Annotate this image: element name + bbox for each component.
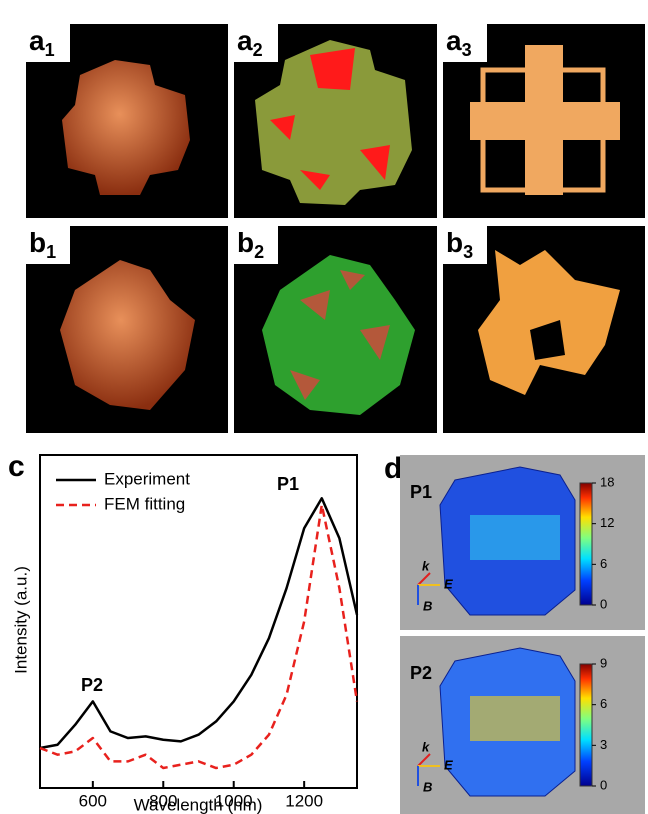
- x-tick-label: 1000: [215, 791, 253, 810]
- label-letter: b: [237, 227, 254, 258]
- panel-label: d: [384, 452, 402, 485]
- legend-label: FEM fitting: [104, 494, 185, 513]
- field-hot: [470, 696, 560, 741]
- panel-label: c: [8, 450, 25, 483]
- field-hot: [470, 515, 560, 560]
- label-letter: a: [29, 25, 45, 56]
- label-letter: a: [237, 25, 253, 56]
- axis-label: k: [422, 558, 430, 573]
- label-letter: b: [446, 227, 463, 258]
- label-sub: 3: [463, 242, 473, 262]
- colorbar-tick-label: 9: [600, 655, 607, 670]
- label-letter: a: [446, 25, 462, 56]
- axis-label: B: [423, 779, 432, 794]
- label-sub: 2: [253, 40, 263, 60]
- colorbar-tick-label: 0: [600, 596, 607, 611]
- label-sub: 2: [254, 242, 264, 262]
- colorbar-tick-label: 18: [600, 474, 614, 489]
- render-panels: [26, 24, 645, 433]
- colorbar: [580, 483, 592, 605]
- colorbar-tick-label: 3: [600, 737, 607, 752]
- colorbar-tick-label: 6: [600, 696, 607, 711]
- x-tick-label: 1200: [285, 791, 323, 810]
- data-line: [40, 505, 357, 768]
- figure: c Wavelength (nm) Intensity (a.u.) d P1k…: [0, 0, 648, 814]
- field-label: P2: [410, 663, 432, 683]
- colorbar-tick-label: 12: [600, 515, 614, 530]
- x-tick-label: 600: [79, 791, 107, 810]
- label-sub: 1: [46, 242, 56, 262]
- annotation: P1: [277, 474, 299, 494]
- label-sub: 1: [45, 40, 55, 60]
- axis-label: B: [423, 598, 432, 613]
- colorbar-tick-label: 0: [600, 777, 607, 792]
- colorbar: [580, 664, 592, 786]
- data-line: [40, 498, 357, 748]
- axis-label: E: [444, 757, 453, 772]
- axis-label: k: [422, 739, 430, 754]
- x-tick-label: 800: [149, 791, 177, 810]
- y-axis-label: Intensity (a.u.): [11, 566, 30, 674]
- colorbar-tick-label: 6: [600, 556, 607, 571]
- legend-label: Experiment: [104, 469, 190, 488]
- field-label: P1: [410, 482, 432, 502]
- label-sub: 3: [462, 40, 472, 60]
- annotation: P2: [81, 675, 103, 695]
- axis-label: E: [444, 576, 453, 591]
- label-letter: b: [29, 227, 46, 258]
